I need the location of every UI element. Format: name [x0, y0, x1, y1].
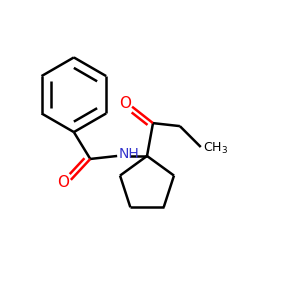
Text: NH: NH	[118, 148, 140, 161]
Text: O: O	[119, 96, 131, 111]
Text: CH$_3$: CH$_3$	[203, 141, 228, 156]
Text: O: O	[57, 175, 69, 190]
